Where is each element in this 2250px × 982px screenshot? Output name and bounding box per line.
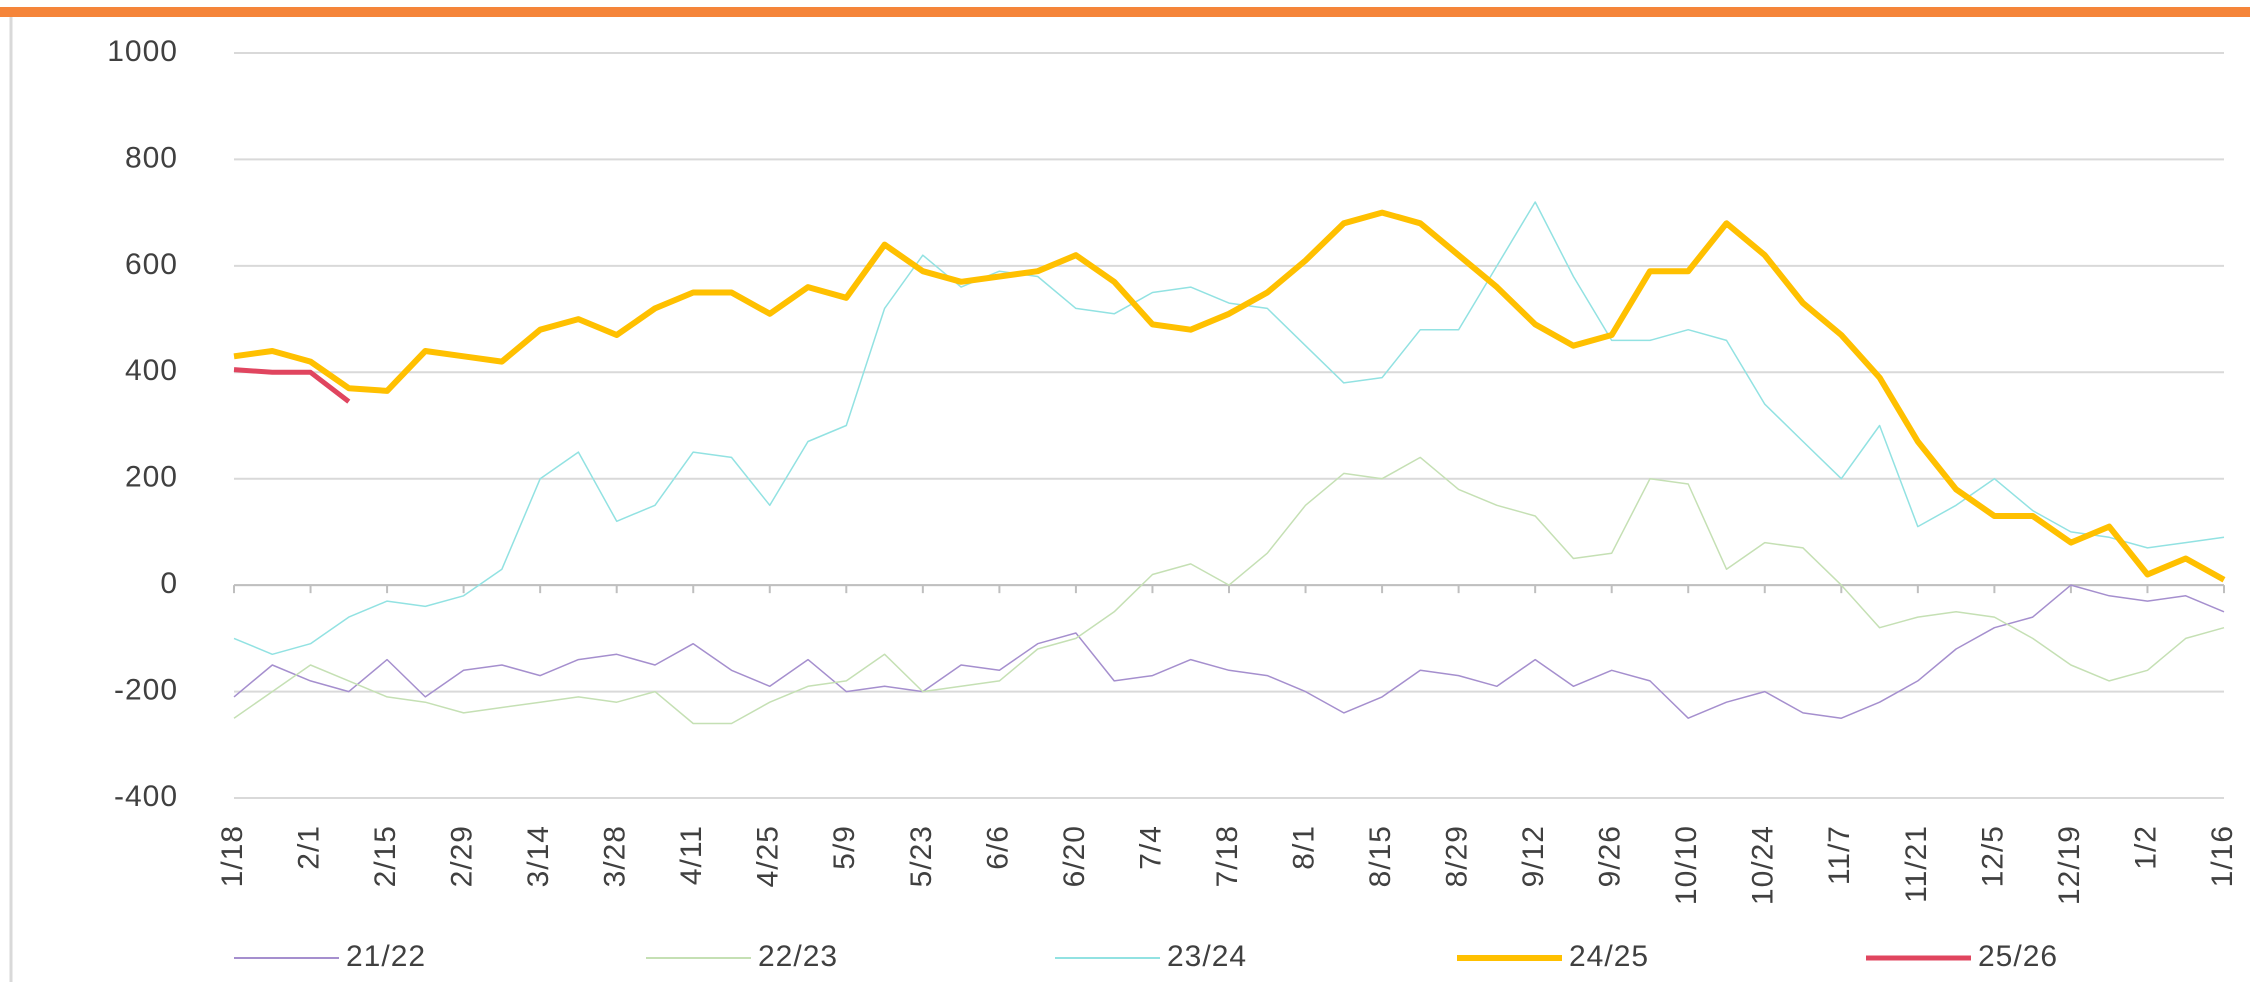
y-tick-label: 1000	[107, 35, 178, 68]
top-bar	[0, 7, 2250, 17]
legend-label: 25/26	[1978, 940, 2058, 973]
x-tick-label: 5/23	[905, 825, 938, 887]
series-line	[233, 209, 2226, 583]
x-tick-label: 10/24	[1747, 825, 1780, 905]
legend-label: 22/23	[758, 940, 838, 973]
y-tick-label: 200	[125, 461, 178, 494]
x-tick-label: 8/29	[1441, 825, 1474, 887]
y-tick-label: -200	[114, 673, 178, 706]
x-tick-label: 1/18	[216, 825, 249, 887]
x-tick-label: 2/15	[369, 825, 402, 887]
series-line	[233, 201, 2225, 656]
x-tick-label: 1/2	[2129, 825, 2162, 870]
x-tick-label: 2/29	[446, 825, 479, 887]
x-tick-label: 4/25	[752, 825, 785, 887]
x-tick-label: 3/14	[522, 825, 555, 887]
x-tick-label: 9/26	[1594, 825, 1627, 887]
y-tick-label: 600	[125, 248, 178, 281]
x-tick-label: 6/20	[1058, 825, 1091, 887]
x-tick-label: 7/4	[1134, 825, 1167, 870]
legend-label: 21/22	[346, 940, 426, 973]
y-tick-label: 400	[125, 354, 178, 387]
series-line	[233, 367, 351, 404]
legend-label: 24/25	[1569, 940, 1649, 973]
x-tick-label: 11/7	[1823, 825, 1856, 885]
y-tick-label: 0	[160, 567, 178, 600]
series-line	[233, 456, 2225, 725]
x-tick-label: 3/28	[599, 825, 632, 887]
x-tick-label: 11/21	[1900, 825, 1933, 903]
series-line	[233, 584, 2225, 719]
y-tick-label: -400	[114, 780, 178, 813]
legend-label: 23/24	[1167, 940, 1247, 973]
x-tick-label: 4/11	[675, 825, 708, 885]
x-tick-label: 2/1	[292, 825, 325, 870]
x-tick-label: 8/1	[1287, 825, 1320, 870]
x-tick-label: 6/6	[981, 825, 1014, 870]
y-tick-label: 800	[125, 141, 178, 174]
x-tick-label: 7/18	[1211, 825, 1244, 887]
x-tick-label: 12/19	[2053, 825, 2086, 905]
x-tick-label: 10/10	[1670, 825, 1703, 905]
x-tick-label: 8/15	[1364, 825, 1397, 887]
x-tick-label: 12/5	[1976, 825, 2009, 887]
x-tick-label: 5/9	[828, 825, 861, 870]
x-tick-label: 1/16	[2206, 825, 2239, 887]
x-tick-label: 9/12	[1517, 825, 1550, 887]
